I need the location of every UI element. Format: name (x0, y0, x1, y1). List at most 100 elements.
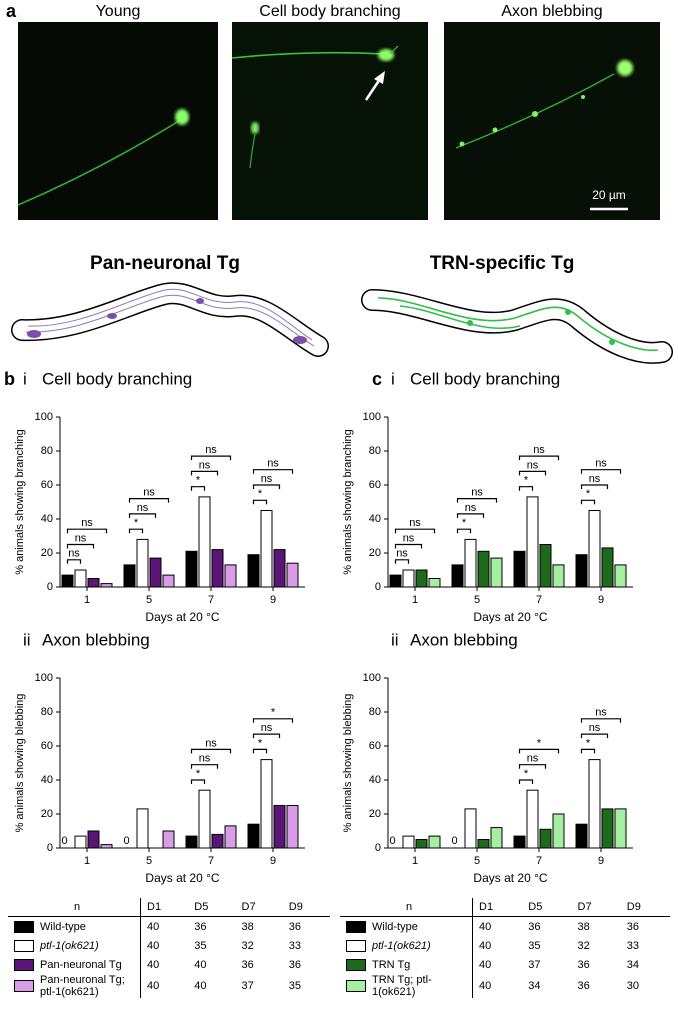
bar (74, 835, 87, 849)
bar (539, 544, 552, 588)
n-value: 36 (577, 980, 590, 992)
table-header: n D1 D5 D7 D9 (340, 898, 670, 917)
bar (552, 564, 565, 588)
significance-label: ns (205, 737, 217, 749)
significance-bracket (128, 498, 170, 503)
significance-label: * (258, 488, 263, 500)
x-tick-label: 1 (412, 855, 418, 867)
x-tick-label: 7 (536, 594, 542, 606)
significance-label: * (271, 707, 276, 719)
series-name: Pan-neuronal Tg; ptl-1(ok621) (40, 974, 125, 998)
n-value: 35 (288, 980, 301, 992)
significance-label: ns (471, 487, 483, 499)
bar (539, 828, 552, 849)
chart-title: Cell body branching (410, 369, 560, 388)
value-label: 0 (61, 835, 67, 847)
legend-swatch (346, 958, 366, 971)
significance-bracket (580, 484, 609, 489)
significance-label: ns (589, 473, 601, 485)
bar (260, 759, 273, 849)
n-value: 40 (147, 920, 160, 933)
n-value: 38 (577, 920, 590, 933)
column-rule (472, 955, 473, 974)
scale-bar-label: 20 µm (592, 188, 626, 202)
n-table: n D1 D5 D7 D9 Wild-type 40 36 38 36 ptl-1(ok621) 40… (340, 898, 670, 998)
y-tick-label: 0 (375, 581, 381, 593)
panel-part: i (391, 369, 395, 388)
bar (273, 549, 286, 588)
n-value: 36 (288, 958, 301, 971)
column-rule (472, 917, 473, 936)
micrograph (17, 22, 218, 220)
bar (61, 574, 74, 588)
panel-label: b (4, 369, 15, 389)
n-value: 35 (528, 939, 541, 952)
table-row: ptl-1(ok621) 40 35 32 33 (8, 936, 330, 955)
n-value: 40 (194, 958, 207, 971)
legend-swatch (14, 958, 34, 971)
bar (614, 564, 627, 588)
bar (588, 510, 601, 588)
bar (513, 550, 526, 588)
row-label: Wild-type (340, 920, 472, 933)
header-cell: D9 (626, 901, 641, 913)
header-cell: n (405, 901, 413, 913)
significance-bracket (518, 764, 547, 769)
significance-bracket (190, 455, 232, 461)
y-tick-label: 100 (363, 411, 381, 423)
bar (614, 808, 627, 849)
value-label: 0 (123, 835, 129, 847)
significance-bracket (252, 469, 294, 474)
n-value: 36 (241, 958, 254, 971)
image-title: Young (96, 3, 141, 20)
n-value: 40 (479, 980, 492, 992)
bar (451, 564, 464, 588)
legend-swatch (346, 980, 366, 992)
significance-label: ns (533, 444, 545, 456)
significance-bracket (128, 513, 157, 518)
header-cell: n (73, 901, 81, 913)
y-axis-label: % animals showing branching (14, 429, 26, 575)
n-value: 36 (528, 920, 541, 933)
y-tick-label: 60 (41, 740, 53, 752)
row-label: ptl-1(ok621) (8, 939, 140, 952)
y-axis-label: % animals showing blebbing (342, 694, 354, 833)
significance-bracket (190, 748, 232, 754)
significance-label: ns (267, 458, 279, 470)
significance-label: ns (199, 753, 211, 765)
bar (286, 562, 299, 588)
bar (74, 569, 87, 588)
bar (601, 547, 614, 588)
bar (464, 538, 477, 588)
x-tick-label: 5 (474, 855, 480, 867)
significance-bracket (190, 470, 219, 476)
bar (224, 564, 237, 588)
significance-label: * (462, 517, 467, 529)
column-rule (472, 974, 473, 998)
bar (428, 835, 441, 849)
n-value: 35 (194, 939, 207, 952)
x-tick-label: 7 (208, 594, 214, 606)
bar (247, 554, 260, 588)
bar (123, 564, 136, 588)
bar (149, 557, 162, 588)
significance-label: ns (199, 459, 211, 471)
n-value: 33 (626, 939, 639, 952)
x-tick-label: 9 (598, 855, 604, 867)
panel-part: ii (391, 630, 399, 649)
y-tick-label: 60 (369, 740, 381, 752)
significance-bracket (190, 779, 206, 784)
significance-label: ns (409, 517, 421, 529)
x-axis-label: Days at 20 °C (473, 871, 547, 885)
series-name: ptl-1(ok621) (372, 939, 431, 952)
x-axis-label: Days at 20 °C (145, 610, 219, 624)
legend-swatch (14, 980, 34, 992)
value-label: 0 (389, 835, 395, 847)
significance-label: * (586, 488, 591, 500)
significance-label: ns (261, 722, 273, 734)
bar (87, 578, 100, 588)
n-value: 36 (626, 920, 639, 933)
n-value: 30 (626, 980, 639, 992)
table-row: TRN Tg 40 37 36 34 (340, 955, 670, 974)
